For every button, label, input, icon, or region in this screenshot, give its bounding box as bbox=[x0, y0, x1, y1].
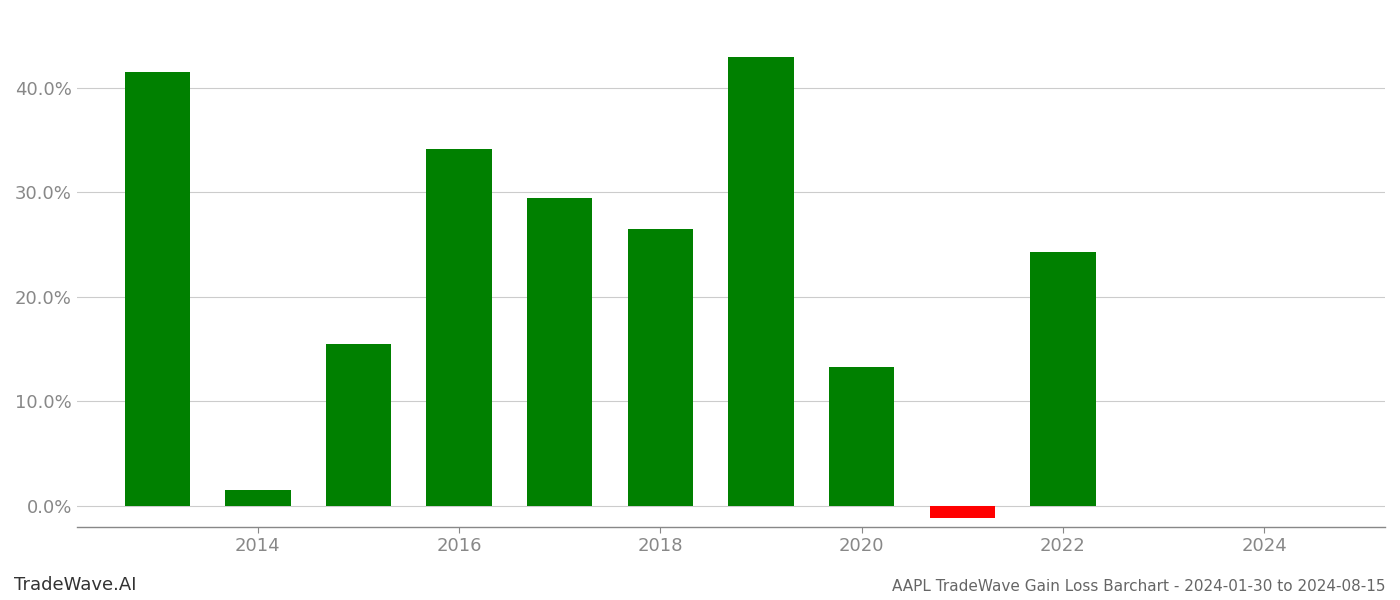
Bar bbox=[829, 367, 895, 506]
Bar bbox=[225, 490, 291, 506]
Bar bbox=[930, 506, 995, 518]
Bar bbox=[125, 73, 190, 506]
Bar bbox=[627, 229, 693, 506]
Bar bbox=[326, 344, 391, 506]
Text: TradeWave.AI: TradeWave.AI bbox=[14, 576, 137, 594]
Bar bbox=[1030, 252, 1096, 506]
Bar bbox=[427, 149, 491, 506]
Bar bbox=[526, 198, 592, 506]
Bar bbox=[728, 57, 794, 506]
Text: AAPL TradeWave Gain Loss Barchart - 2024-01-30 to 2024-08-15: AAPL TradeWave Gain Loss Barchart - 2024… bbox=[893, 579, 1386, 594]
